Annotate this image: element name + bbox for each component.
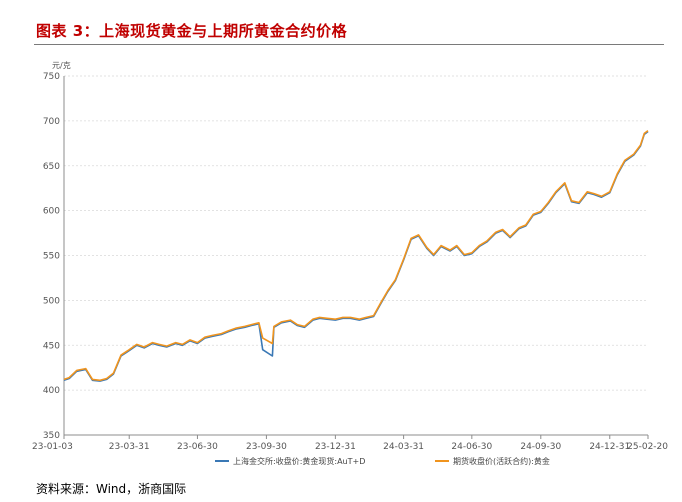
series-line-shfe-futures bbox=[63, 130, 649, 382]
legend-item-shfe-futures-label: 期货收盘价(活跃合约):黄金 bbox=[453, 456, 550, 466]
x-tick-label: 25-02-20 bbox=[627, 442, 668, 452]
x-tick-label: 23-12-31 bbox=[315, 442, 356, 452]
source-note: 资料来源：Wind，浙商国际 bbox=[36, 482, 187, 496]
y-tick-label: 550 bbox=[43, 252, 60, 262]
legend: 上海金交所:收盘价:黄金现货:AuT+D 期货收盘价(活跃合约):黄金 bbox=[215, 456, 550, 466]
y-tick-label: 500 bbox=[43, 296, 60, 306]
x-tick-label: 23-01-03 bbox=[32, 442, 73, 452]
y-tick-label: 350 bbox=[43, 431, 60, 441]
y-tick-label: 400 bbox=[43, 386, 60, 396]
axes: 350 400 450 500 550 600 650 700 750 元/克 23-01-03 23… bbox=[32, 61, 668, 452]
series-lines bbox=[63, 130, 649, 382]
y-tick-label: 600 bbox=[43, 207, 60, 217]
x-tick-label: 24-06-30 bbox=[451, 442, 492, 452]
y-axis-unit-label: 元/克 bbox=[52, 61, 71, 70]
title-divider bbox=[34, 44, 664, 45]
gold-price-line-chart: 350 400 450 500 550 600 650 700 750 元/克 23-01-03 23… bbox=[32, 61, 668, 466]
y-tick-label: 700 bbox=[43, 117, 60, 127]
legend-item-sge-spot-label: 上海金交所:收盘价:黄金现货:AuT+D bbox=[233, 456, 365, 466]
y-tick-label: 450 bbox=[43, 341, 60, 351]
figure-title: 图表 3：上海现货黄金与上期所黄金合约价格 bbox=[36, 22, 348, 40]
x-tick-label: 23-09-30 bbox=[246, 442, 287, 452]
x-tick-label: 24-03-31 bbox=[383, 442, 424, 452]
y-tick-label: 750 bbox=[43, 72, 60, 82]
x-tick-label: 23-06-30 bbox=[177, 442, 218, 452]
x-tick-label: 24-09-30 bbox=[520, 442, 561, 452]
grid-lines bbox=[64, 75, 648, 391]
x-tick-label: 23-03-31 bbox=[109, 442, 150, 452]
y-tick-label: 650 bbox=[43, 162, 60, 172]
x-tick-label: 24-12-31 bbox=[589, 442, 630, 452]
